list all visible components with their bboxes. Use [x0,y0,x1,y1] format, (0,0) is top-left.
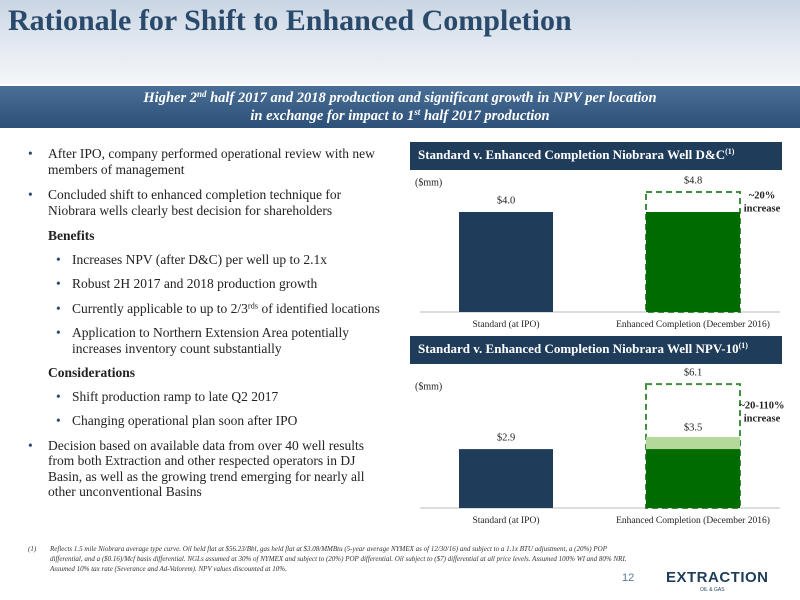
bar [646,212,740,312]
superscript: (1) [725,147,735,156]
superscript: rds [247,300,259,310]
chart-title-box [410,336,782,364]
text-segment: Currently applicable to up to 2/3 [72,300,248,316]
category-label: Standard (at IPO) [472,515,539,526]
value-label: $4.8 [684,175,702,186]
page-number: 12 [622,572,635,584]
text-segment: half 2017 and 2018 production and signif… [206,90,657,106]
sub-bullet: Shift production ramp to late Q2 2017 [28,389,383,405]
annotation: ~20% [749,190,775,201]
header-band [0,0,800,84]
value-label: $2.9 [497,433,515,444]
superscript: st [414,107,421,118]
chart-title: Standard v. Enhanced Completion Niobrara… [418,341,748,356]
text-segment: Standard v. Enhanced Completion Niobrara… [418,341,739,356]
section-heading: Considerations [48,365,136,380]
bar [459,212,553,312]
category-label: Standard (at IPO) [472,319,539,330]
bullet: After IPO, company performed operational… [28,146,383,177]
logo-subtitle: OIL & GAS [700,587,725,593]
sub-bullet: Increases NPV (after D&C) per well up to… [28,252,383,268]
bullet-list: After IPO, company performed operational… [28,146,383,510]
sub-bullet: Robust 2H 2017 and 2018 production growt… [28,276,383,292]
sub-bullet: Application to Northern Extension Area p… [28,325,383,356]
unit-label: ($mm) [415,381,442,392]
footnote-text: Reflects 1.5 mile Niobrara average type … [50,545,627,573]
annotation: ~20-110% [739,401,784,412]
annotation: increase [744,414,781,425]
category-label: Enhanced Completion (December 2016) [616,319,770,330]
bar [459,449,553,508]
text-segment: of identified locations [258,300,380,316]
footnote: (1) Reflects 1.5 mile Niobrara average t… [28,544,628,574]
section-heading: Benefits [48,228,95,243]
chart-title: Standard v. Enhanced Completion Niobrara… [418,147,735,162]
sub-bullet: Changing operational plan soon after IPO [28,413,383,429]
chart-title-box [410,142,782,170]
bar [646,449,740,508]
banner-line: in exchange for impact to 1st half 2017 … [0,107,800,125]
bullet: Decision based on available data from ov… [28,438,383,500]
superscript: nd [196,89,207,100]
text-segment: Standard v. Enhanced Completion Niobrara… [418,147,725,162]
logo: EXTRACTION [666,569,769,586]
banner-line: Higher 2nd half 2017 and 2018 production… [0,89,800,107]
mid-value-label: $3.5 [684,422,702,433]
text-segment: in exchange for impact to 1 [250,108,415,124]
slide-title: Rationale for Shift to Enhanced Completi… [8,4,572,37]
banner: Higher 2nd half 2017 and 2018 production… [0,86,800,128]
bullet: Concluded shift to enhanced completion t… [28,187,383,218]
footnote-marker: (1) [28,545,37,553]
category-label: Enhanced Completion (December 2016) [616,515,770,526]
sub-bullet: Currently applicable to up to 2/3rds of … [28,301,383,317]
value-label: $4.0 [497,195,515,206]
superscript: (1) [739,341,749,350]
annotation: increase [744,203,781,214]
text-segment: half 2017 production [420,108,550,124]
text-segment: Higher 2 [143,90,197,106]
value-label: $6.1 [684,368,702,379]
unit-label: ($mm) [415,177,442,188]
